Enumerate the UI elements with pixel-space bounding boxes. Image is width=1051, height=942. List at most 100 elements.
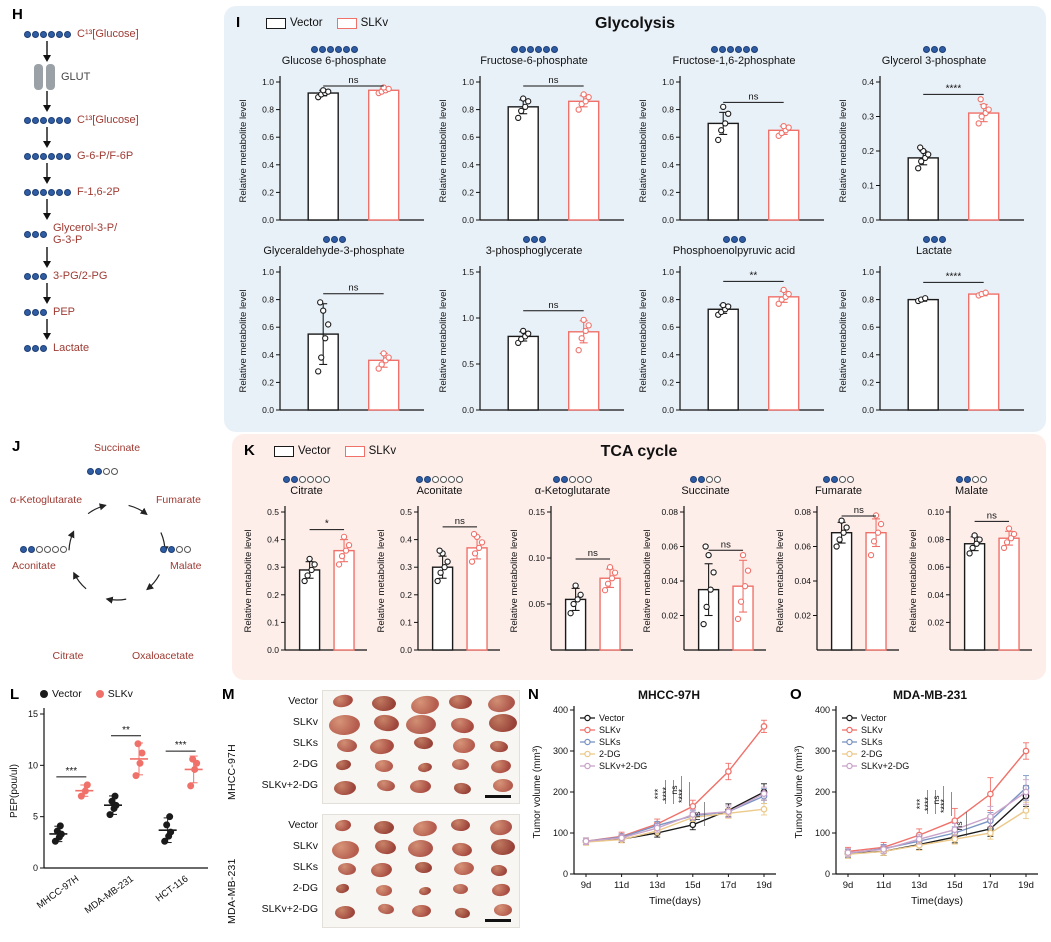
tumor-image <box>453 861 475 877</box>
panel-letter: M <box>222 686 235 703</box>
tumor-image <box>371 695 397 711</box>
svg-text:0.4: 0.4 <box>400 535 412 545</box>
carbon-labeling-icon <box>922 235 946 244</box>
chart-ketoglutarate: α-Ketoglutarate Relative metabolite level… <box>506 472 639 662</box>
svg-text:15d: 15d <box>947 880 963 891</box>
chart-citrate: Citrate Relative metabolite level 0.0 0.1 0.… <box>240 472 373 662</box>
chart-title: Malate <box>954 485 989 497</box>
panel-title: Glycolysis <box>594 15 676 32</box>
tumor-row-label: 2-DG <box>292 882 318 894</box>
pathway-node-f-1-6-2p: F-1,6-2P <box>24 186 139 198</box>
svg-text:0.06: 0.06 <box>794 542 811 552</box>
tumor-row-label: SLKv+2-DG <box>261 903 318 915</box>
svg-text:0.2: 0.2 <box>662 377 674 387</box>
chart-title: MDA-MB-231 <box>892 688 967 702</box>
metabolite-label-citrate: Citrate <box>52 650 84 662</box>
chart-3-phosphoglycerate: 3-phosphoglycerate Relative metabolite le… <box>434 232 634 422</box>
svg-text:0.2: 0.2 <box>262 377 274 387</box>
carbon-labeling-icon <box>24 344 47 352</box>
pathway-node-c-glucose: C¹³[Glucose] <box>24 28 139 40</box>
svg-text:10: 10 <box>28 760 38 770</box>
down-arrow-icon <box>43 127 51 148</box>
tumor-image <box>489 739 509 754</box>
svg-text:0.4: 0.4 <box>262 350 274 360</box>
carbon-labeling-icon <box>690 475 721 484</box>
svg-text:0.0: 0.0 <box>662 405 674 415</box>
slkv-swatch-icon <box>344 445 365 457</box>
tumor-image <box>493 903 513 916</box>
svg-text:0.4: 0.4 <box>862 350 874 360</box>
svg-text:1.0: 1.0 <box>662 267 674 277</box>
svg-text:300: 300 <box>553 746 568 756</box>
slkv-dot-icon <box>95 690 104 698</box>
svg-text:0.4: 0.4 <box>662 160 674 170</box>
bar-chart-canvas: Relative metabolite level 0.0 0.2 0.4 0.6 0.8… <box>238 75 424 225</box>
carbon-labeling-icon <box>553 475 592 484</box>
svg-text:Relative metabolite level: Relative metabolite level <box>775 530 786 633</box>
svg-text:****: **** <box>677 789 687 804</box>
svg-text:0.5: 0.5 <box>267 507 279 517</box>
svg-text:0.3: 0.3 <box>267 562 279 572</box>
svg-text:0.8: 0.8 <box>262 295 274 305</box>
svg-text:0.02: 0.02 <box>661 611 678 621</box>
svg-text:Relative metabolite level: Relative metabolite level <box>642 530 653 633</box>
tumor-image <box>490 838 516 855</box>
svg-text:0.2: 0.2 <box>862 146 874 156</box>
bar-chart-canvas: Relative metabolite level 0.02 0.04 0.06 0.0… <box>775 505 899 651</box>
down-arrow-icon <box>43 199 51 220</box>
chart-title: 3-phosphoglycerate <box>485 245 583 257</box>
svg-text:Relative metabolite level: Relative metabolite level <box>438 290 449 393</box>
svg-text:0.04: 0.04 <box>927 590 944 600</box>
tumor-image <box>331 839 359 860</box>
panel-o-growth-curve: O MDA-MB-231 0 100 200 300 400 9d 11d 13d 15d 17d 1… <box>790 686 1046 938</box>
tumor-image <box>413 736 433 751</box>
tumor-image <box>374 760 394 773</box>
svg-text:1.5: 1.5 <box>462 267 474 277</box>
svg-text:0.06: 0.06 <box>927 562 944 572</box>
svg-text:0.0: 0.0 <box>462 215 474 225</box>
svg-text:0.0: 0.0 <box>662 215 674 225</box>
chart-title: Fumarate <box>814 485 863 497</box>
tumor-image <box>408 839 434 857</box>
svg-text:ns: ns <box>548 300 558 311</box>
chart-fumarate: Fumarate Relative metabolite level 0.02 0.0… <box>772 472 905 662</box>
tumor-image <box>370 862 394 879</box>
tumor-image <box>452 781 472 796</box>
svg-text:19d: 19d <box>1018 880 1034 891</box>
svg-text:2-DG: 2-DG <box>599 749 621 759</box>
svg-text:0.1: 0.1 <box>862 181 874 191</box>
chart-glucose-6-phosphate: Glucose 6-phosphate Relative metabolite l… <box>234 42 434 232</box>
svg-text:**: ** <box>750 270 758 281</box>
pathway-node-pep: PEP <box>24 306 139 318</box>
svg-text:0.04: 0.04 <box>661 576 678 586</box>
svg-text:0.4: 0.4 <box>262 160 274 170</box>
carbon-labeling-icon <box>24 30 71 38</box>
tumor-row-label: Vector <box>288 819 318 831</box>
tumor-image <box>328 714 362 737</box>
svg-text:0.6: 0.6 <box>462 132 474 142</box>
bar-chart-canvas: Relative metabolite level 0.0 0.1 0.2 0.3 0.4… <box>243 506 367 655</box>
tumor-image <box>335 883 351 894</box>
legend: Vector SLKv <box>274 445 396 457</box>
bar-chart-canvas: Relative metabolite level 0.0 0.2 0.4 0.6 0.8… <box>638 266 824 415</box>
vector-dot-icon <box>40 690 48 698</box>
svg-text:0.2: 0.2 <box>267 590 279 600</box>
svg-text:Relative metabolite level: Relative metabolite level <box>438 100 449 203</box>
tumor-image <box>449 716 475 735</box>
svg-text:SLKs: SLKs <box>861 737 883 747</box>
panel-letter: J <box>12 438 21 455</box>
down-arrow-icon <box>43 283 51 304</box>
svg-text:200: 200 <box>815 787 830 797</box>
tumor-image <box>488 713 518 732</box>
tumor-image <box>334 905 356 920</box>
svg-text:17d: 17d <box>982 880 998 891</box>
carbon-labeling-icon <box>322 235 346 244</box>
svg-text:0.8: 0.8 <box>262 105 274 115</box>
chart-title: Fructose-6-phosphate <box>480 55 588 67</box>
bar-chart-canvas: Relative metabolite level 0.0 0.2 0.4 0.6 0.8… <box>438 75 624 225</box>
svg-text:0.4: 0.4 <box>267 535 279 545</box>
svg-text:0.08: 0.08 <box>927 535 944 545</box>
tumor-group-mda-mb-231: MDA-MB-231 Vector SLKv SLKs 2-DG SLKv+2-DG <box>222 812 524 934</box>
chart-aconitate: Aconitate Relative metabolite level 0.0 0.1… <box>373 472 506 662</box>
tumor-row-label: Vector <box>288 695 318 707</box>
